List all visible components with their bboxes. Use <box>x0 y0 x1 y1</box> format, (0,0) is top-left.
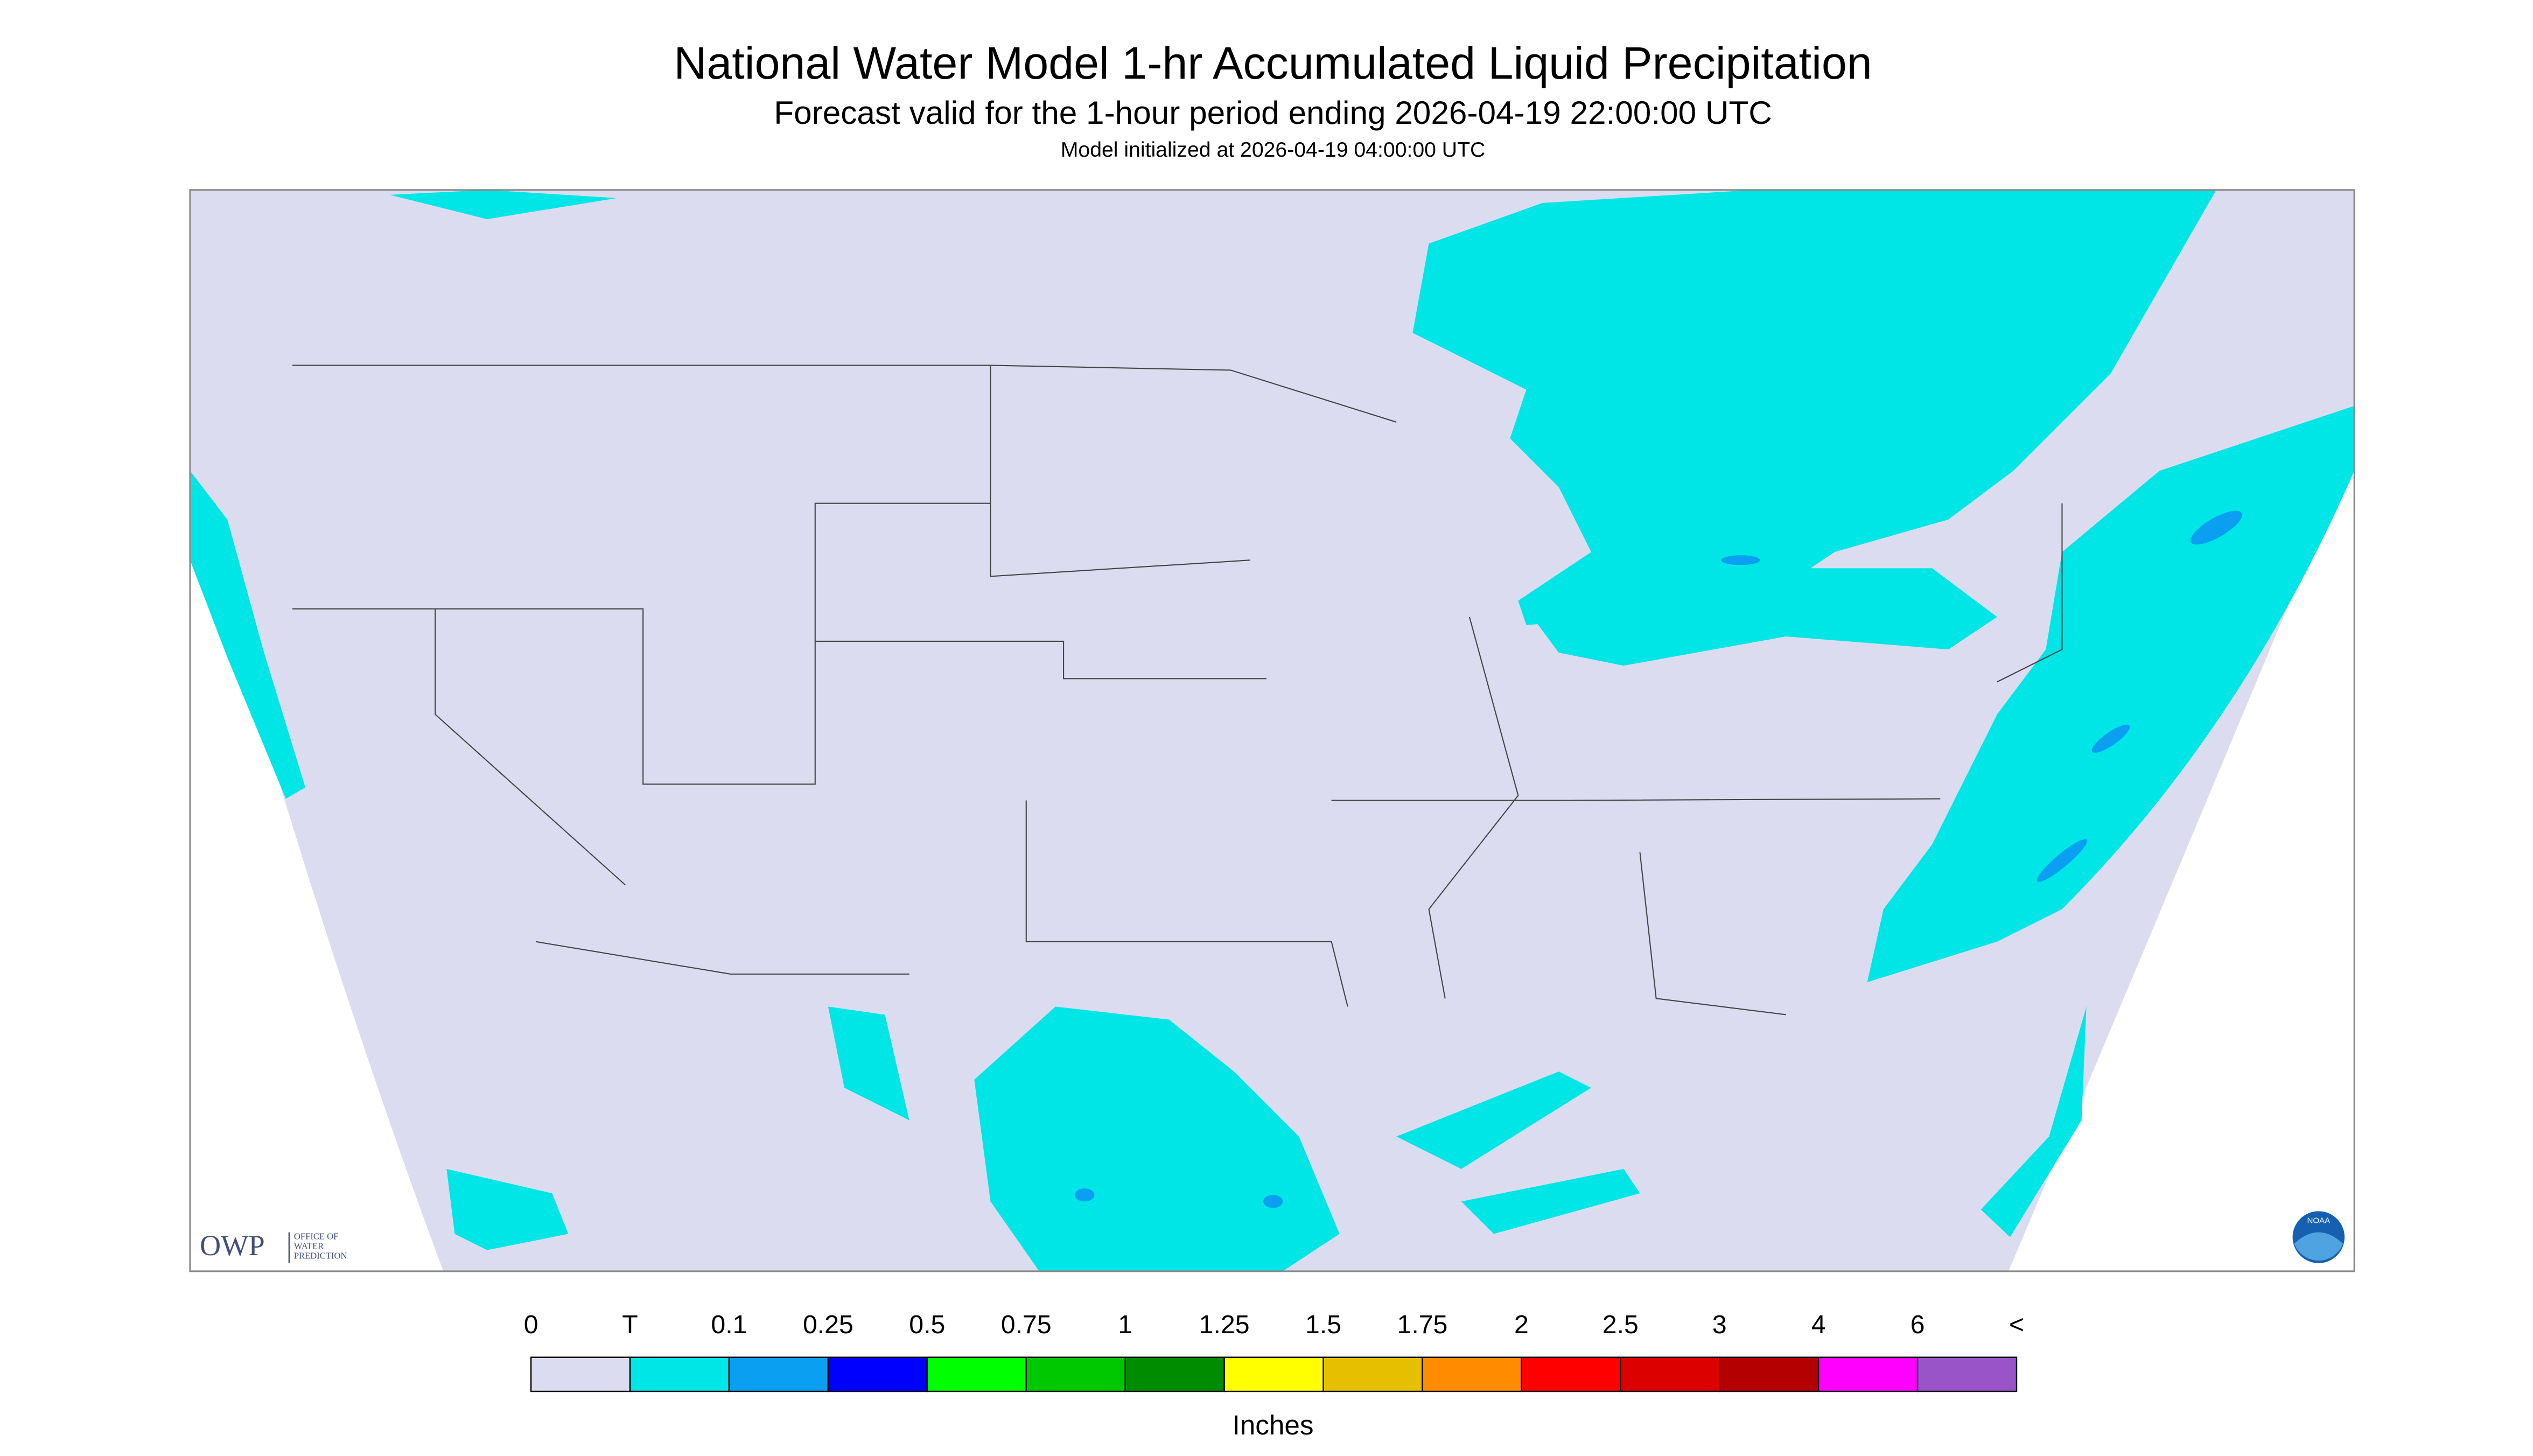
precip-area <box>1396 1072 1592 1169</box>
legend-swatch <box>1620 1356 1720 1392</box>
legend-swatch <box>1025 1356 1126 1392</box>
precip-area <box>1075 1188 1095 1202</box>
border-line <box>814 502 991 641</box>
legend-label: 0.75 <box>1001 1310 1052 1339</box>
precip-area <box>1412 190 2216 625</box>
map-frame <box>189 189 2355 1272</box>
border-line <box>435 608 626 886</box>
boundaries <box>292 365 2063 1016</box>
legend-label: 4 <box>1811 1310 1826 1339</box>
legend-label: 6 <box>1911 1310 1925 1339</box>
owp-logo-text: OFFICE OF <box>294 1231 338 1241</box>
precip-area <box>1721 555 1760 565</box>
legend-swatch <box>1124 1356 1225 1392</box>
border-line <box>292 365 1397 423</box>
precip-area <box>190 471 306 799</box>
legend-swatch <box>1223 1356 1324 1392</box>
legend-swatch <box>827 1356 928 1392</box>
precip-area <box>2037 839 2088 882</box>
noaa-logo-text: NOAA <box>2307 1216 2331 1225</box>
precip-light <box>1075 510 2242 1208</box>
owp-logo-text: WATER <box>294 1241 324 1251</box>
legend-label: < <box>2009 1310 2024 1339</box>
legend-label: 1.25 <box>1199 1310 1250 1339</box>
precip-trace <box>190 190 2355 1271</box>
title: National Water Model 1-hr Accumulated Li… <box>674 38 1872 88</box>
legend-swatch <box>1521 1356 1621 1392</box>
precip-area <box>1263 1195 1283 1208</box>
border-line <box>1639 852 1786 1016</box>
precip-area <box>446 1168 569 1250</box>
legend-label: 0.25 <box>803 1310 853 1339</box>
legend-label: 0 <box>524 1310 538 1339</box>
border-line <box>1025 800 1348 1007</box>
border-line <box>990 365 1250 577</box>
legend-units: Inches <box>1233 1410 1314 1440</box>
border-line <box>292 608 1266 785</box>
legend-label: 3 <box>1712 1310 1727 1339</box>
border-line <box>1331 798 1941 801</box>
legend-label: 1.5 <box>1305 1310 1341 1339</box>
legend-label: 0.1 <box>711 1310 747 1339</box>
legend-swatch <box>728 1356 829 1392</box>
legend-label: T <box>622 1310 638 1339</box>
precip-area <box>2091 724 2130 753</box>
precip-area <box>974 1006 1340 1271</box>
precip-area <box>2191 510 2242 545</box>
legend-label: 2 <box>1514 1310 1529 1339</box>
precip-area <box>1867 405 2355 983</box>
precip-area <box>828 1006 909 1121</box>
precip-area <box>389 190 617 220</box>
legend-swatch <box>1719 1356 1820 1392</box>
legend-label: 0.5 <box>909 1310 945 1339</box>
legend-swatch <box>1422 1356 1522 1392</box>
border-line <box>536 941 909 975</box>
legend-swatch <box>1323 1356 1423 1392</box>
precip-area <box>1981 1006 2087 1237</box>
border-line <box>1428 617 1519 999</box>
subtitle: Forecast valid for the 1-hour period end… <box>774 94 1772 131</box>
legend-label: 2.5 <box>1603 1310 1639 1339</box>
noaa-logo-wave <box>2294 1232 2343 1261</box>
legend-swatch <box>629 1356 730 1392</box>
legend-label: 1.75 <box>1397 1310 1448 1339</box>
legend-swatch <box>530 1356 631 1392</box>
border-line <box>1997 503 2063 683</box>
map: OWP OFFICE OF WATER PREDICTION NOAA <box>189 189 2355 1272</box>
owp-logo-text: PREDICTION <box>294 1251 347 1261</box>
precip-area <box>1461 1168 1640 1234</box>
legend-swatch <box>1817 1356 1919 1392</box>
owp-logo: OWP <box>200 1229 265 1262</box>
legend: 0 T 0.1 0.25 0.5 0.75 1 1.25 1.5 1.75 2 2.5 3 4 6 < <box>524 1310 2024 1392</box>
legend-swatch <box>1916 1356 2018 1392</box>
init-note: Model initialized at 2026-04-19 04:00:00… <box>1061 138 1486 162</box>
precip-area <box>1526 568 1997 666</box>
legend-swatch <box>926 1356 1027 1392</box>
legend-label: 1 <box>1118 1310 1132 1339</box>
